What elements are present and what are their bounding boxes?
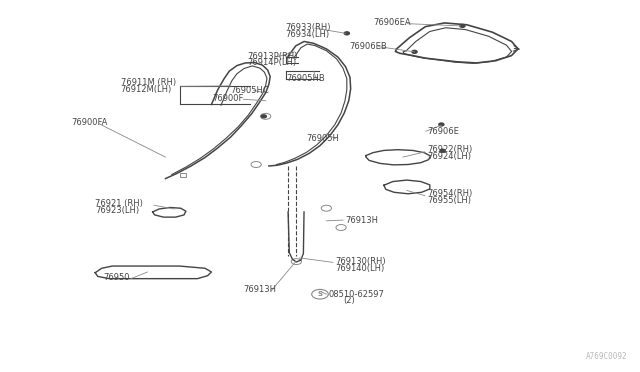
Text: A769C0092: A769C0092 — [586, 352, 628, 361]
Text: 76906EB: 76906EB — [349, 42, 387, 51]
Text: 76906E: 76906E — [428, 127, 459, 137]
Text: S: S — [317, 291, 323, 297]
Text: 76955(LH): 76955(LH) — [428, 196, 471, 205]
Text: 76933(RH): 76933(RH) — [285, 23, 331, 32]
Text: 76934(LH): 76934(LH) — [285, 29, 330, 39]
Circle shape — [440, 149, 445, 152]
Text: 769140(LH): 769140(LH) — [335, 264, 385, 273]
Text: 76906EA: 76906EA — [373, 19, 411, 28]
Circle shape — [344, 32, 349, 35]
Circle shape — [439, 123, 444, 126]
Text: 76900F: 76900F — [212, 94, 244, 103]
Text: 76911M (RH): 76911M (RH) — [121, 78, 176, 87]
Text: 76950: 76950 — [103, 273, 129, 282]
Text: 76924(LH): 76924(LH) — [428, 152, 471, 161]
Text: (2): (2) — [343, 296, 355, 305]
Text: 76923(LH): 76923(LH) — [95, 206, 140, 215]
Circle shape — [261, 115, 266, 118]
Text: 76905HB: 76905HB — [287, 74, 326, 83]
Text: 769130(RH): 769130(RH) — [335, 257, 386, 266]
Circle shape — [412, 50, 417, 53]
Text: 76914P(LH): 76914P(LH) — [247, 58, 296, 67]
Text: 76912M(LH): 76912M(LH) — [121, 85, 172, 94]
Bar — [179, 173, 186, 177]
Text: 76913H: 76913H — [243, 285, 276, 294]
Text: 76905H: 76905H — [306, 134, 339, 143]
Text: 76921 (RH): 76921 (RH) — [95, 199, 143, 208]
Text: 76900FA: 76900FA — [71, 118, 108, 127]
Text: 76905HC: 76905HC — [230, 86, 269, 95]
Text: 76954(RH): 76954(RH) — [428, 189, 472, 198]
Text: 76913H: 76913H — [346, 216, 378, 225]
Text: 76922(RH): 76922(RH) — [428, 145, 472, 154]
Circle shape — [460, 25, 465, 28]
Text: 08510-62597: 08510-62597 — [329, 291, 385, 299]
Text: 76913P(RH): 76913P(RH) — [247, 52, 298, 61]
